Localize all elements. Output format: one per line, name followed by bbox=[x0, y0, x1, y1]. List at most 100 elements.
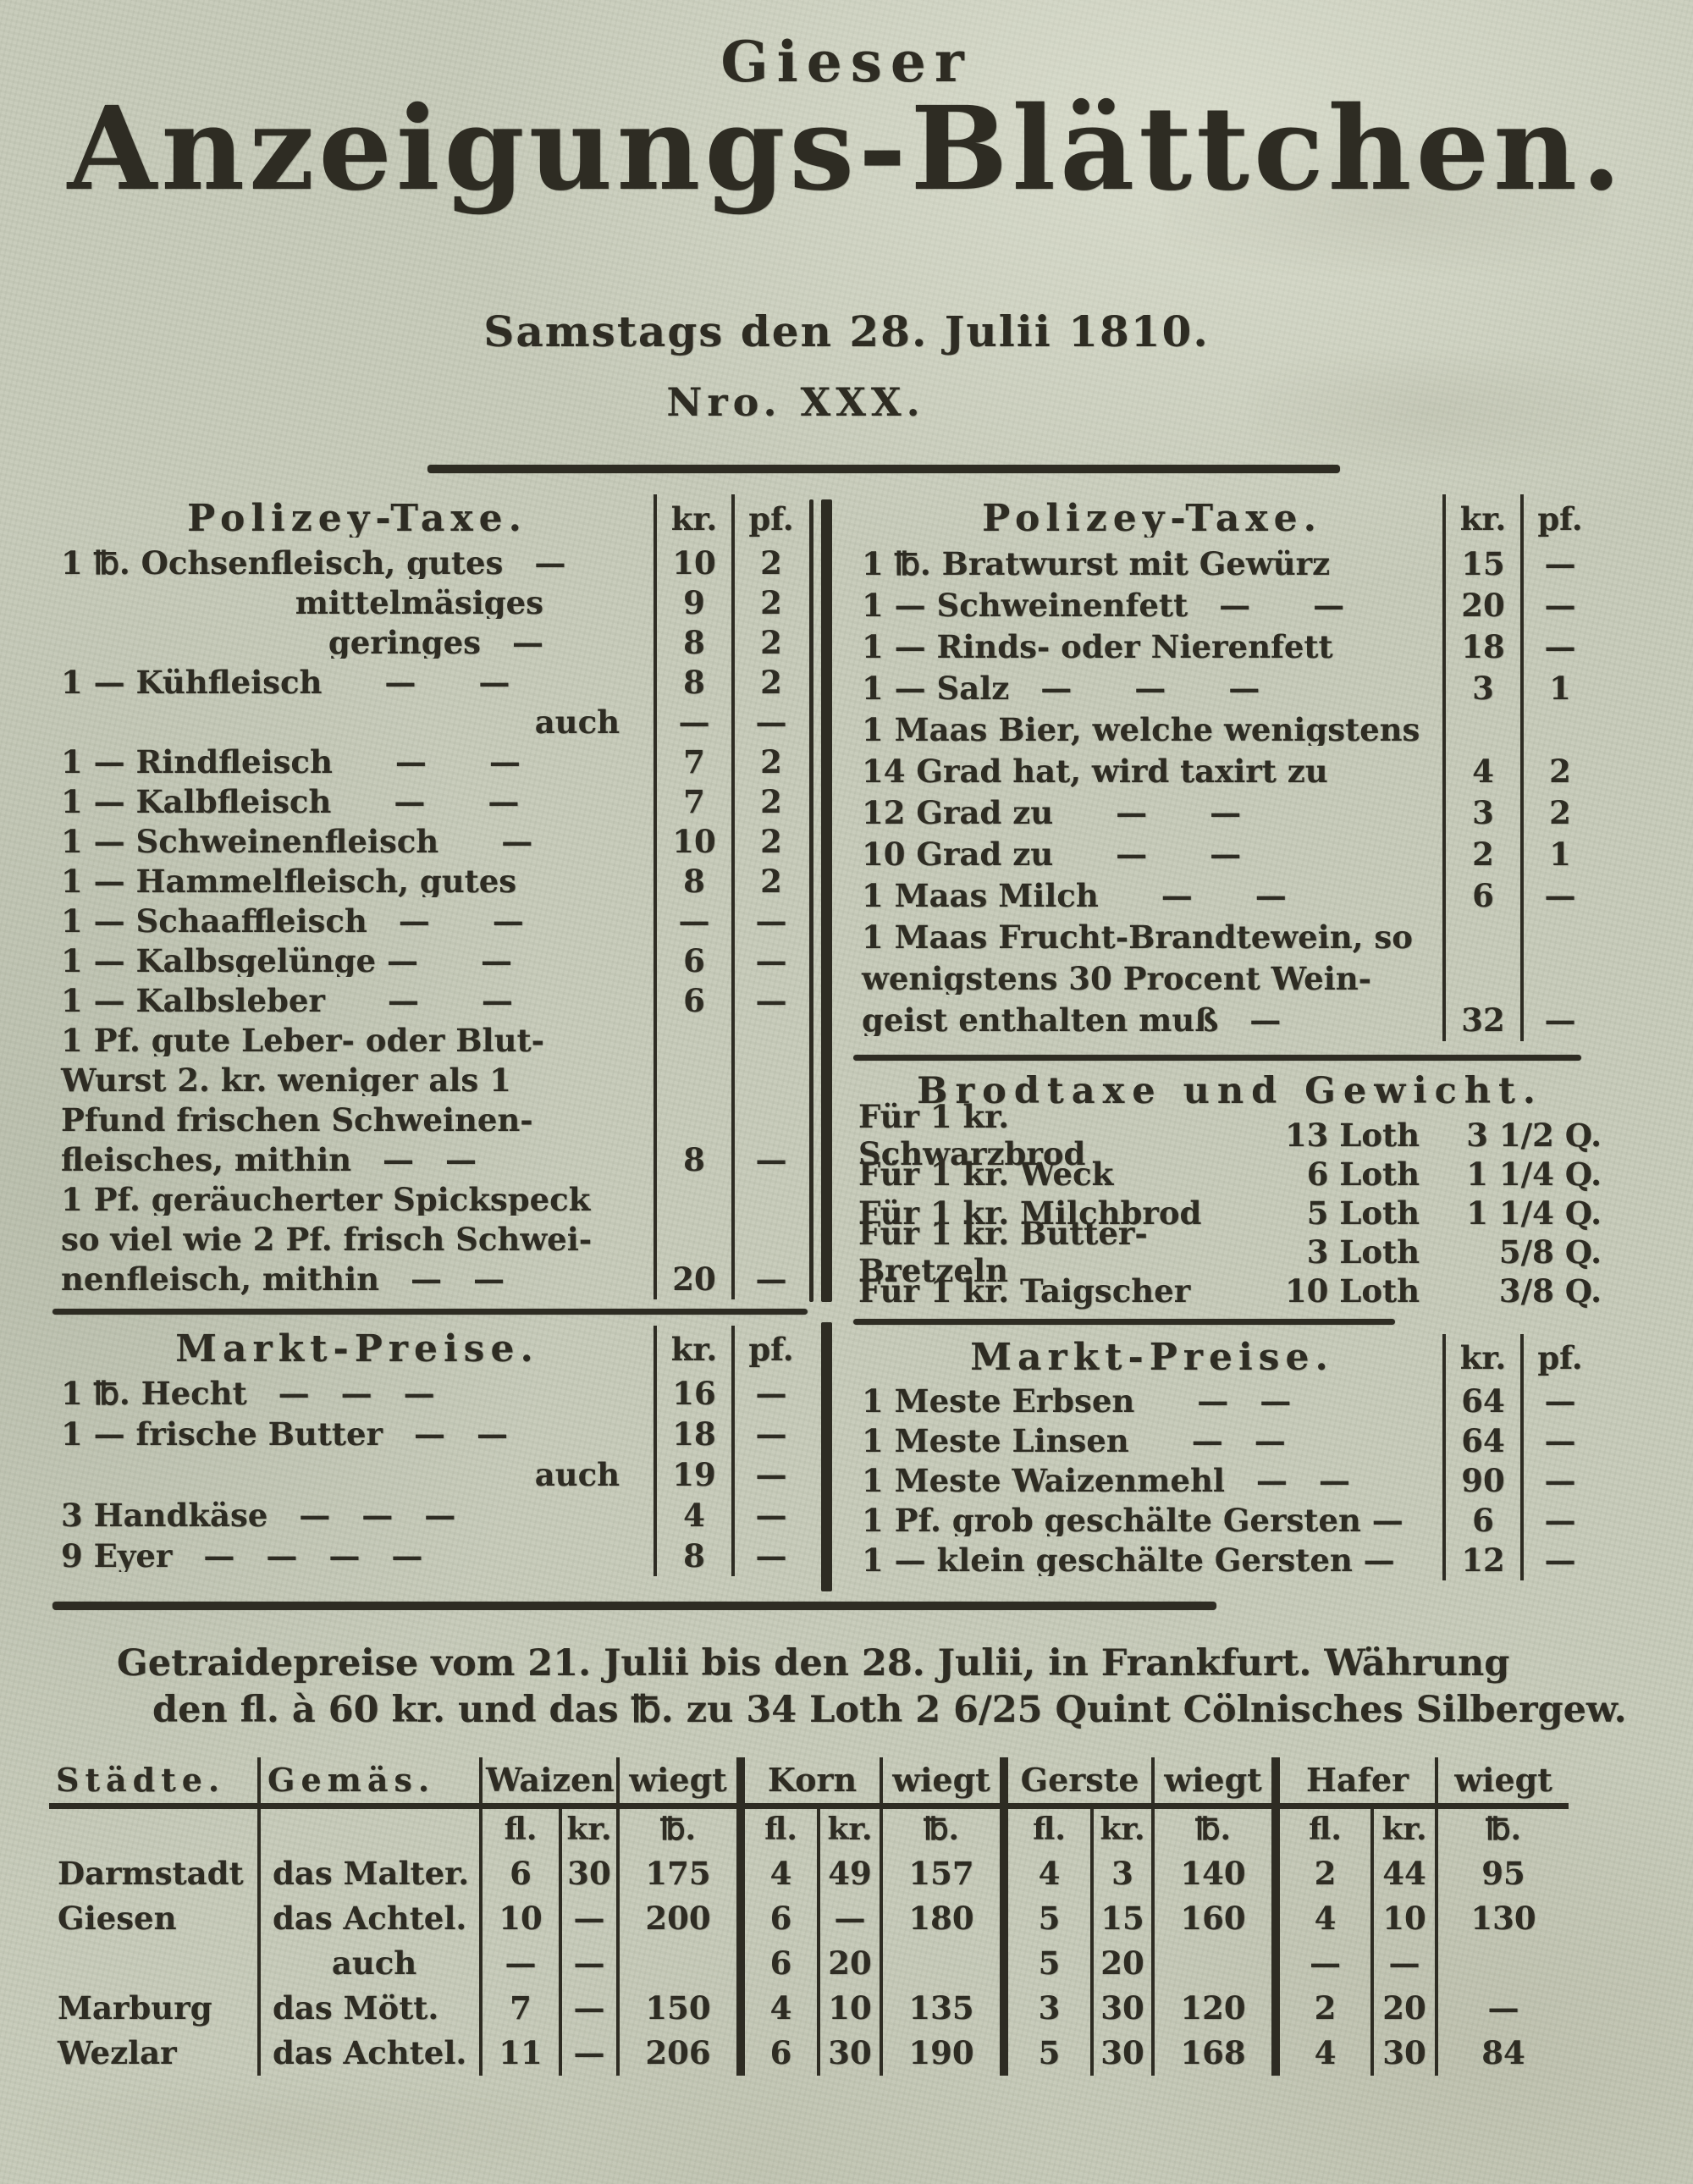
pf-value: — bbox=[731, 1373, 808, 1414]
item-label: Für 1 kr. Schwarzbrod bbox=[858, 1098, 1086, 1172]
masthead-issue-number: Nro. XXX. bbox=[666, 379, 925, 425]
city-name: Giesen bbox=[58, 1900, 177, 1938]
grain-col-gemaes: Gemäs. bbox=[257, 1757, 481, 1809]
price-row: 1 Meste Waizenmehl — — 90— bbox=[853, 1461, 1596, 1501]
tax-row: fleisches, mithin — — 8— bbox=[52, 1140, 808, 1180]
kr-value: 8 bbox=[653, 1536, 731, 1576]
pf-value: 2 bbox=[731, 862, 808, 902]
police-tax-table-left: Polizey-Taxe. kr. pf. 1 ℔. Ochsenfleisch… bbox=[52, 494, 808, 1299]
hafer-kr: 30 bbox=[1370, 2031, 1437, 2076]
bread-row: Für 1 kr. Taigscher 10 Loth 3/8 Q. bbox=[853, 1271, 1607, 1310]
item-label: wenigstens 30 Procent Wein- bbox=[862, 963, 1371, 995]
kr-value: 12 bbox=[1442, 1541, 1520, 1580]
grain-col-staedte: Städte. bbox=[49, 1757, 259, 1809]
korn-fl: 6 bbox=[736, 1941, 819, 1986]
bread-row: Für 1 kr. Butter-Bretzeln 3 Loth 5/8 Q. bbox=[853, 1215, 1607, 1289]
pf-value: — bbox=[731, 981, 808, 1021]
kr-value bbox=[1442, 709, 1520, 751]
bread-row: Für 1 kr. Weck 6 Loth 1 1/4 Q. bbox=[853, 1155, 1607, 1194]
city-name bbox=[49, 1941, 259, 1986]
waizen-fl: 6 bbox=[479, 1851, 560, 1896]
pf-value: 2 bbox=[731, 742, 808, 782]
unit-kr: kr. bbox=[817, 1806, 882, 1851]
korn-lb: 135 bbox=[880, 1986, 1005, 2031]
pf-column-header: pf. bbox=[731, 1326, 808, 1373]
police-tax-table-right: Polizey-Taxe. kr. pf. 1 ℔. Bratwurst mit… bbox=[853, 494, 1596, 1041]
tax-row: 1 Pf. gute Leber- oder Blut- bbox=[52, 1021, 808, 1061]
korn-fl: 4 bbox=[736, 1986, 819, 2031]
table-header-row: Polizey-Taxe. kr. pf. bbox=[853, 494, 1596, 543]
kr-value bbox=[1442, 958, 1520, 1000]
gerste-lb: 168 bbox=[1151, 2031, 1277, 2076]
unit-fl: fl. bbox=[736, 1806, 819, 1851]
price-row: 1 Meste Erbsen — — 64— bbox=[853, 1382, 1596, 1421]
quint-value: 1 1/4 Q. bbox=[1466, 1194, 1602, 1232]
kr-value: 10 bbox=[653, 822, 731, 862]
item-label: 10 Grad zu — — bbox=[862, 839, 1242, 870]
item-label: 1 — Rinds- oder Nierenfett bbox=[862, 631, 1333, 663]
measure-label: das Achtel. bbox=[257, 1896, 481, 1941]
korn-lb: 180 bbox=[880, 1896, 1005, 1941]
item-label: 1 ℔. Hecht — — — bbox=[61, 1377, 435, 1409]
waizen-lb: 206 bbox=[616, 2031, 742, 2076]
column-divider-rule bbox=[809, 499, 813, 1302]
price-row: 1 — frische Butter — — 18— bbox=[52, 1414, 808, 1454]
paper-stain bbox=[34, 2082, 542, 2176]
item-label: 1 — Salz — — — bbox=[862, 673, 1260, 704]
hafer-fl: 2 bbox=[1271, 1851, 1373, 1896]
item-label: geist enthalten muß — bbox=[862, 1005, 1282, 1036]
pf-value bbox=[731, 1220, 808, 1260]
korn-fl: 4 bbox=[736, 1851, 819, 1896]
table-header-row: Markt-Preise. kr. pf. bbox=[853, 1334, 1596, 1382]
grain-row: Darmstadt das Malter. 6 30 175 4 49 157 … bbox=[49, 1851, 1569, 1896]
grain-row: Giesen das Achtel. 10 — 200 6 — 180 5 15… bbox=[49, 1896, 1569, 1941]
pf-value bbox=[1520, 917, 1596, 958]
kr-column-header: kr. bbox=[653, 1326, 731, 1373]
item-label: 1 Maas Frucht-Brandtewein, so bbox=[862, 922, 1413, 953]
item-label: 1 — Schweinenfleisch — bbox=[61, 826, 533, 858]
tax-row: 1 — Rinds- oder Nierenfett 18— bbox=[853, 626, 1596, 668]
waizen-fl: 10 bbox=[479, 1896, 560, 1941]
kr-value: 7 bbox=[653, 782, 731, 822]
waizen-kr: — bbox=[558, 1941, 619, 1986]
item-label: 1 — Kühfleisch — — bbox=[61, 667, 510, 698]
kr-value bbox=[1442, 917, 1520, 958]
tax-row: 1 — Rindfleisch — — 7 2 bbox=[52, 742, 808, 782]
pf-value: — bbox=[731, 1414, 808, 1454]
pf-value: 1 bbox=[1520, 668, 1596, 709]
pf-value: — bbox=[1520, 1461, 1596, 1501]
unit-fl: fl. bbox=[479, 1806, 560, 1851]
tax-row: 1 — Schaaffleisch — — — — bbox=[52, 902, 808, 941]
hafer-lb bbox=[1435, 1941, 1569, 1986]
tax-row: 1 — Kalbsgelünge — — 6— bbox=[52, 941, 808, 981]
kr-value bbox=[653, 1220, 731, 1260]
item-label: 1 — Kalbfleisch — — bbox=[61, 786, 520, 818]
pf-value: 2 bbox=[1520, 751, 1596, 792]
item-label: 1 Pf. gute Leber- oder Blut- bbox=[61, 1025, 544, 1056]
item-label: 1 ℔. Ochsenfleisch, gutes — bbox=[61, 548, 566, 579]
city-name: Wezlar bbox=[58, 2034, 177, 2072]
item-label: Für 1 kr. Milchbrod bbox=[858, 1194, 1202, 1232]
korn-kr: 30 bbox=[817, 2031, 882, 2076]
item-label: 1 Meste Erbsen — — bbox=[862, 1386, 1292, 1417]
loth-value: 10 Loth bbox=[1284, 1272, 1420, 1310]
grain-col-korn: Korn bbox=[736, 1757, 882, 1809]
kr-value: 64 bbox=[1442, 1382, 1520, 1421]
masthead-rule bbox=[427, 465, 1340, 473]
item-label: 12 Grad zu — — bbox=[862, 797, 1242, 829]
korn-lb: 190 bbox=[880, 2031, 1005, 2076]
tax-row: nenfleisch, mithin — — 20— bbox=[52, 1260, 808, 1299]
grain-col-wiegt: wiegt bbox=[880, 1757, 1005, 1809]
grain-col-wiegt: wiegt bbox=[616, 1757, 742, 1809]
kr-value: 9 bbox=[653, 583, 731, 623]
hafer-lb: 95 bbox=[1435, 1851, 1569, 1896]
pf-value: — bbox=[1520, 626, 1596, 668]
price-row: 1 — klein geschälte Gersten — 12— bbox=[853, 1541, 1596, 1580]
kr-value: 20 bbox=[653, 1260, 731, 1299]
item-label: auch bbox=[534, 707, 620, 738]
waizen-fl: 11 bbox=[479, 2031, 560, 2076]
tax-row: 1 Maas Bier, welche wenigstens bbox=[853, 709, 1596, 751]
tax-row: mittelmäsiges 9 2 bbox=[52, 583, 808, 623]
item-label: 1 — Rindfleisch — — bbox=[61, 747, 521, 778]
kr-value: 8 bbox=[653, 623, 731, 663]
